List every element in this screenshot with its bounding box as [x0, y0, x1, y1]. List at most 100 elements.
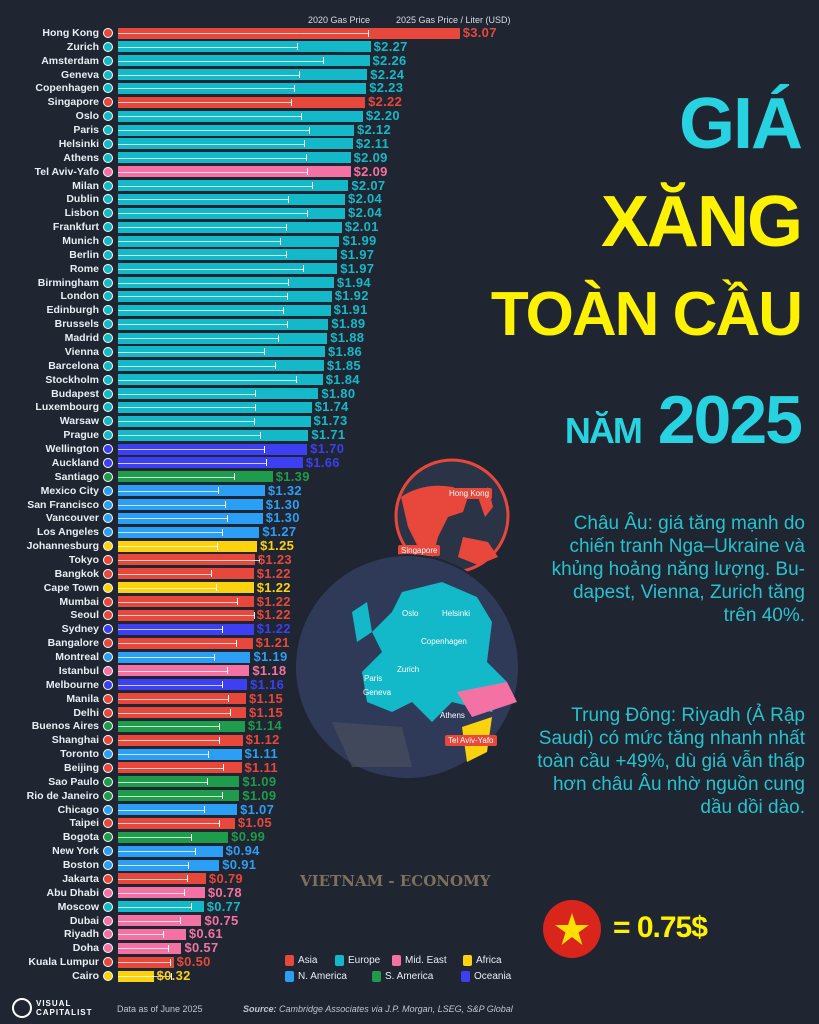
value-label: $0.50 — [176, 954, 211, 970]
map-label-oslo: Oslo — [402, 609, 419, 618]
value-label: $1.91 — [333, 302, 368, 318]
marker-2020 — [219, 736, 221, 744]
marker-2020-line — [118, 102, 291, 104]
city-label: Sydney — [61, 623, 99, 636]
city-label: Bangkok — [54, 567, 99, 580]
city-label: Buenos Aires — [31, 720, 99, 733]
marker-2020-line — [118, 629, 222, 631]
marker-2020-line — [118, 976, 172, 977]
city-label: Lisbon — [64, 207, 99, 220]
map-label-zurich: Zurich — [397, 665, 420, 674]
flag-icon — [103, 388, 113, 399]
marker-2020-line — [118, 559, 260, 561]
marker-2020 — [306, 154, 308, 162]
value-label: $1.97 — [340, 246, 375, 262]
city-label: Los Angeles — [36, 526, 99, 539]
map-label-geneva: Geneva — [363, 688, 392, 697]
marker-2020 — [290, 98, 292, 106]
title-line-4: NĂM 2025 — [565, 386, 803, 454]
value-label: $0.99 — [231, 829, 266, 845]
city-label: Beijing — [63, 761, 99, 774]
marker-2020 — [254, 403, 256, 411]
city-label: Munich — [62, 235, 99, 247]
city-label: Vancouver — [45, 512, 99, 525]
flag-icon — [103, 846, 113, 857]
marker-2020-line — [118, 878, 187, 880]
map-label-athens: Athens — [440, 711, 465, 720]
city-label: Paris — [73, 124, 99, 137]
marker-2020 — [288, 195, 290, 203]
map-label-helsinki: Helsinki — [442, 609, 471, 618]
marker-2020-line — [118, 587, 216, 589]
value-label: $0.91 — [222, 857, 257, 873]
city-label: Sao Paulo — [48, 775, 99, 788]
city-label: Kuala Lumpur — [28, 956, 99, 969]
marker-2020 — [260, 431, 262, 439]
city-label: Riyadh — [63, 928, 99, 941]
marker-2020-line — [118, 823, 220, 825]
marker-2020 — [227, 514, 229, 522]
marker-2020-line — [118, 351, 264, 353]
flag-icon — [103, 610, 113, 621]
marker-2020-line — [118, 157, 307, 159]
marker-2020-line — [118, 684, 222, 686]
marker-2020-line — [118, 46, 298, 48]
flag-icon — [103, 832, 113, 843]
value-label: $1.25 — [260, 538, 295, 554]
date-note: Data as of June 2025 — [117, 1004, 203, 1014]
legend-item-europe: Europe — [335, 955, 380, 966]
value-label: $1.22 — [256, 579, 291, 595]
marker-2020 — [282, 306, 284, 314]
value-label: $2.07 — [351, 177, 386, 193]
title-line-2: XĂNG — [600, 182, 803, 262]
value-label: $2.22 — [368, 94, 403, 110]
city-label: Rome — [69, 262, 99, 275]
flag-icon — [103, 152, 113, 163]
watermark: VIETNAM - ECONOMY — [300, 872, 491, 890]
marker-2020-line — [118, 698, 229, 700]
marker-2020-line — [118, 948, 169, 950]
marker-2020 — [303, 140, 305, 148]
marker-2020-line — [118, 920, 181, 922]
marker-2020-line — [118, 546, 218, 548]
marker-2020 — [299, 71, 301, 79]
marker-2020 — [253, 417, 255, 425]
marker-2020 — [218, 487, 220, 495]
marker-2020-line — [118, 324, 288, 326]
flag-icon — [103, 707, 113, 718]
flag-icon — [103, 333, 113, 344]
value-label: $0.94 — [225, 843, 260, 859]
city-label: Abu Dhabi — [46, 886, 100, 899]
marker-2020-line — [118, 670, 228, 672]
marker-2020 — [235, 639, 237, 647]
value-label: $1.19 — [253, 649, 288, 665]
city-label: Toronto — [60, 748, 99, 761]
marker-2020-line — [118, 213, 308, 215]
marker-2020 — [228, 695, 230, 703]
flag-icon — [103, 943, 113, 954]
value-label: $2.09 — [353, 163, 388, 179]
flag-icon — [103, 111, 113, 122]
header-2025-label: 2025 Gas Price / Liter (USD) — [396, 15, 511, 25]
marker-2020 — [187, 875, 188, 883]
flag-icon — [103, 929, 113, 940]
vietnam-price: = 0.75$ — [613, 911, 708, 944]
flag-icon — [103, 166, 113, 177]
marker-2020-line — [118, 934, 163, 936]
marker-2020 — [215, 584, 217, 592]
marker-2020 — [194, 847, 196, 855]
value-label: $1.39 — [275, 468, 310, 484]
value-label: $0.32 — [156, 968, 191, 983]
marker-2020 — [322, 57, 324, 65]
city-label: Tokyo — [68, 553, 99, 566]
marker-2020 — [224, 501, 226, 508]
flag-icon — [103, 804, 113, 815]
value-label: $1.74 — [314, 399, 349, 415]
value-label: $1.16 — [250, 676, 285, 692]
marker-2020-line — [118, 199, 289, 201]
value-label: $1.15 — [248, 704, 284, 720]
marker-2020-line — [118, 740, 220, 742]
value-label: $1.22 — [256, 593, 291, 609]
marker-2020-line — [118, 449, 264, 451]
flag-icon — [103, 83, 113, 94]
